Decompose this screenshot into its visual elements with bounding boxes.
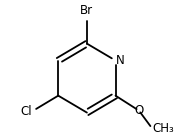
Text: O: O [134, 104, 144, 117]
Text: Br: Br [80, 4, 94, 17]
Text: CH₃: CH₃ [153, 122, 174, 135]
Text: Cl: Cl [20, 105, 31, 118]
Text: N: N [116, 54, 125, 67]
